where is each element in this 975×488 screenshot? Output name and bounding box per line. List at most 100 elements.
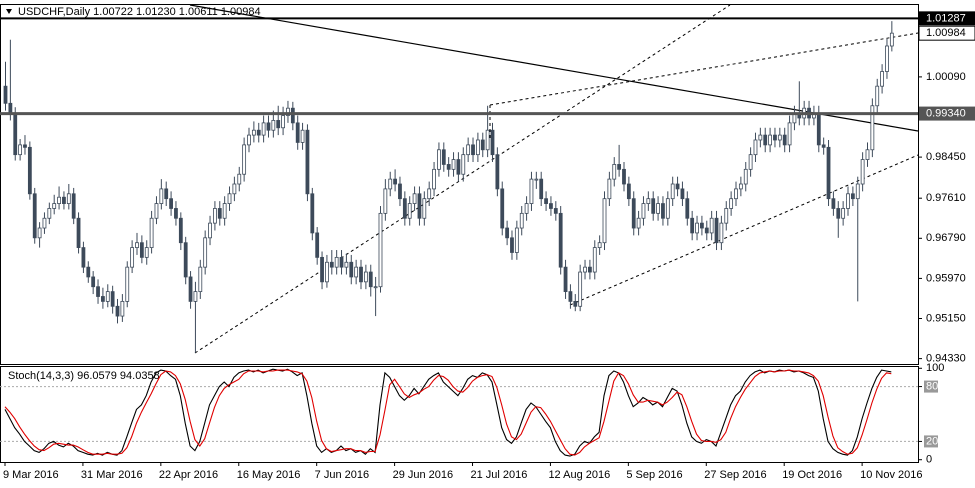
candle-body	[846, 193, 850, 209]
candle-body	[738, 183, 743, 190]
candle-body	[734, 188, 738, 200]
candle-body	[661, 203, 665, 219]
y-tick-label: 0	[926, 454, 932, 466]
candle-body	[344, 261, 349, 268]
candle-body	[363, 271, 368, 283]
candle-body	[597, 242, 602, 248]
candle-body	[42, 217, 47, 229]
candle-body	[227, 193, 232, 204]
candle-body	[130, 247, 135, 268]
candle-body	[407, 203, 412, 219]
candle-body	[115, 305, 120, 317]
candle-body	[437, 149, 441, 170]
candle-body	[174, 208, 178, 219]
candle-body	[261, 122, 266, 136]
price-label: 1.00984	[926, 27, 966, 39]
candle-body	[558, 212, 563, 268]
candle-body	[315, 232, 320, 258]
candle-body	[622, 168, 626, 185]
candle-body	[183, 242, 188, 278]
candle-body	[514, 227, 519, 253]
x-tick-label: 9 Mar 2016	[3, 469, 59, 481]
candle-body	[251, 129, 256, 136]
candle-body	[349, 261, 354, 278]
candle-body	[709, 217, 714, 234]
candle-body	[8, 102, 13, 114]
candle-body	[422, 198, 427, 219]
candle-body	[831, 198, 836, 209]
candle-body	[139, 242, 144, 258]
candle-body	[354, 266, 359, 278]
candle-body	[836, 208, 841, 219]
candle-body	[816, 112, 821, 146]
candle-body	[368, 271, 373, 288]
candle-body	[178, 217, 183, 244]
candle-body	[281, 115, 285, 129]
candle-body	[860, 159, 865, 185]
candle-body	[636, 217, 641, 229]
candle-body	[519, 212, 524, 229]
candle-body	[334, 256, 339, 268]
candle-body	[76, 217, 81, 248]
candle-body	[471, 144, 475, 156]
trend-lines	[189, 4, 919, 354]
candle-body	[101, 296, 105, 302]
candle-body	[475, 139, 480, 156]
y-tick-label: 0.98450	[926, 151, 966, 163]
candle-body	[412, 193, 417, 204]
x-tick-label: 19 Oct 2016	[782, 469, 842, 481]
candle-body	[875, 85, 880, 107]
candle-body	[57, 196, 61, 204]
candle-body	[855, 183, 860, 200]
y-tick-label: 0.95150	[926, 312, 966, 324]
candle-body	[217, 208, 222, 219]
x-tick-label: 31 Mar 2016	[81, 469, 143, 481]
candle-body	[505, 227, 510, 239]
candle-body	[232, 183, 237, 195]
candle-body	[704, 227, 709, 234]
candle-body	[37, 227, 42, 239]
candle-body	[592, 247, 597, 273]
candle-body	[870, 105, 875, 151]
candle-body	[626, 183, 631, 200]
candle-body	[544, 198, 548, 204]
y-tick-label: 100	[926, 362, 944, 374]
collapse-icon	[6, 9, 12, 14]
main-panel	[0, 4, 919, 365]
candle-body	[339, 256, 344, 268]
level-label-box	[919, 106, 975, 121]
chart-title: USDCHF,Daily 1.00722 1.01230 1.00611 1.0…	[18, 6, 261, 18]
candle-body	[96, 286, 100, 297]
candle-body	[154, 203, 159, 219]
candle-body	[290, 107, 295, 124]
stoch-line	[4, 368, 892, 457]
candle-body	[553, 208, 558, 214]
candle-body	[777, 134, 782, 141]
x-tick-label: 12 Aug 2016	[548, 469, 610, 481]
candle-body	[247, 134, 251, 146]
candle-body	[573, 300, 578, 307]
x-tick-label: 21 Jul 2016	[471, 469, 528, 481]
candle-body	[13, 112, 18, 156]
candle-body	[451, 159, 456, 170]
stoch-panel	[0, 366, 919, 463]
candle-body	[446, 164, 451, 170]
x-tick-label: 5 Sep 2016	[626, 469, 682, 481]
candle-body	[885, 45, 889, 72]
candle-body	[539, 178, 544, 200]
candle-body	[461, 154, 466, 175]
candle-body	[665, 198, 670, 219]
candle-body	[865, 149, 870, 160]
candle-body	[432, 168, 436, 190]
candle-body	[617, 164, 622, 170]
candle-body	[607, 178, 612, 200]
candle-body	[213, 208, 217, 224]
candle-body	[208, 222, 212, 239]
candle-body	[758, 134, 763, 141]
candle-body	[646, 198, 651, 204]
candle-body	[773, 134, 777, 141]
level-label: 0.99340	[926, 107, 966, 119]
candle-body	[159, 188, 164, 204]
candle-body	[91, 276, 96, 288]
candle-body	[889, 32, 894, 47]
